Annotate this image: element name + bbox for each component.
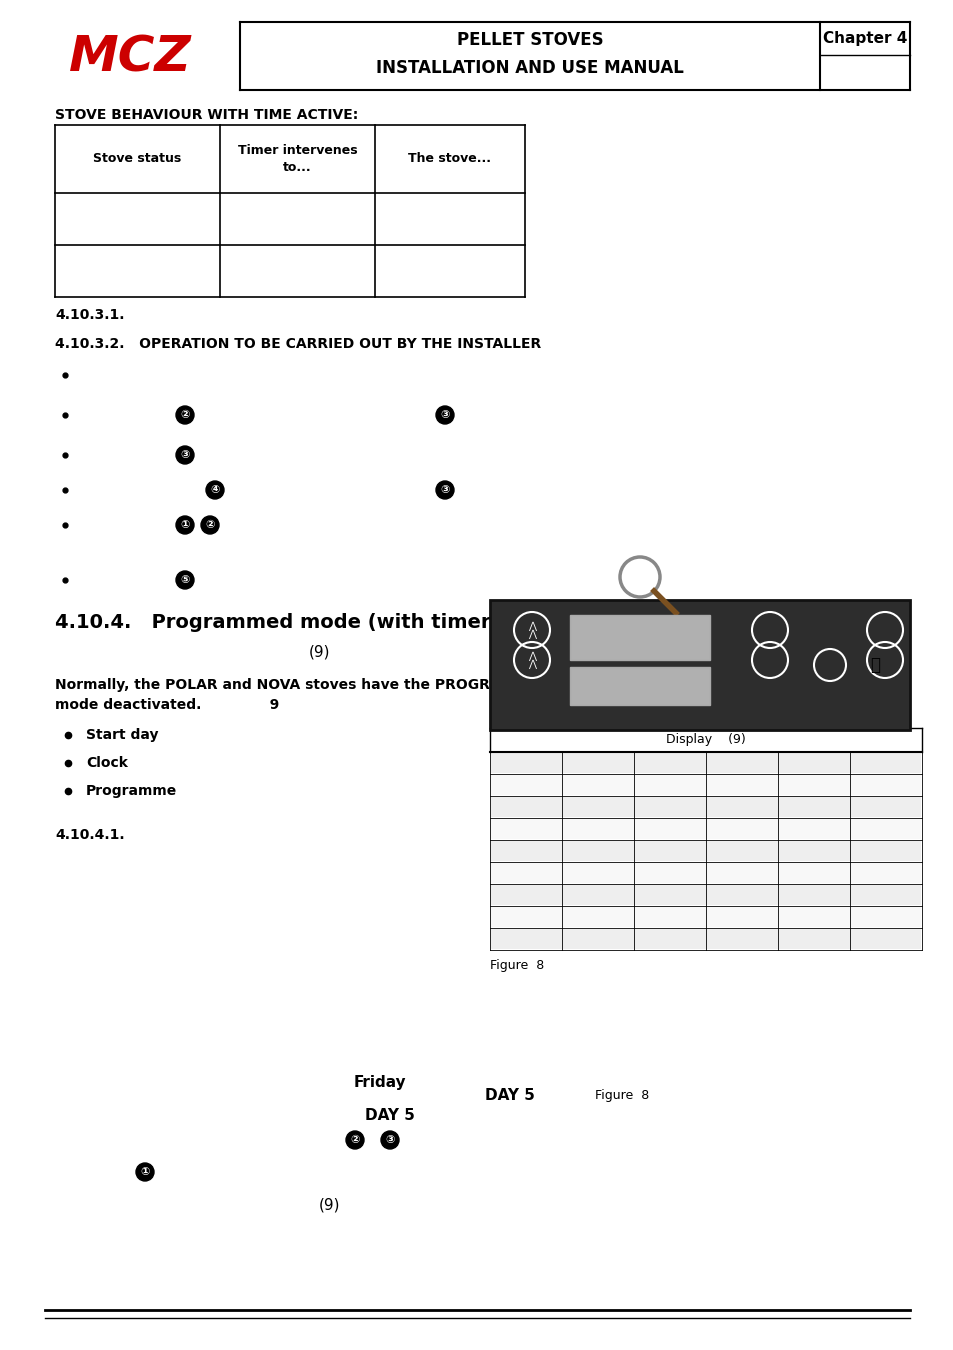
- Circle shape: [436, 406, 454, 424]
- Bar: [569, 667, 709, 705]
- Text: (9): (9): [309, 644, 331, 660]
- Text: (9): (9): [319, 1197, 340, 1212]
- Text: 4.10.3.2.   OPERATION TO BE CARRIED OUT BY THE INSTALLER: 4.10.3.2. OPERATION TO BE CARRIED OUT BY…: [55, 338, 540, 351]
- Text: ③: ③: [440, 485, 449, 495]
- Text: ③: ③: [385, 1135, 395, 1145]
- Bar: [491, 753, 920, 774]
- Text: Timer intervenes
to...: Timer intervenes to...: [237, 144, 357, 174]
- Text: 4.10.4.1.: 4.10.4.1.: [55, 828, 125, 842]
- Text: INSTALLATION AND USE MANUAL: INSTALLATION AND USE MANUAL: [375, 59, 683, 77]
- Text: ③: ③: [180, 450, 190, 460]
- Circle shape: [201, 516, 219, 535]
- Bar: [491, 886, 920, 904]
- Text: Clock: Clock: [86, 756, 128, 770]
- Circle shape: [175, 571, 193, 589]
- Text: ②: ②: [205, 520, 214, 531]
- Text: Stove status: Stove status: [93, 153, 181, 166]
- Bar: [490, 599, 909, 730]
- Text: Normally, the POLAR and NOVA stoves have the PROGRAMMED: Normally, the POLAR and NOVA stoves have…: [55, 678, 549, 693]
- Text: ②: ②: [180, 410, 190, 420]
- Text: DAY 5: DAY 5: [484, 1088, 535, 1103]
- Circle shape: [175, 406, 193, 424]
- Text: ②: ②: [350, 1135, 359, 1145]
- Bar: [491, 863, 920, 883]
- Text: The stove...: The stove...: [408, 153, 491, 166]
- Circle shape: [175, 516, 193, 535]
- Text: ⋀
⋀: ⋀ ⋀: [527, 651, 536, 668]
- Text: PELLET STOVES: PELLET STOVES: [456, 31, 602, 49]
- Bar: [491, 907, 920, 927]
- Text: MCZ: MCZ: [69, 34, 192, 82]
- Bar: [491, 819, 920, 838]
- Bar: [491, 775, 920, 795]
- Text: STOVE BEHAVIOUR WITH TIME ACTIVE:: STOVE BEHAVIOUR WITH TIME ACTIVE:: [55, 108, 358, 122]
- Text: ⋀
⋀: ⋀ ⋀: [527, 621, 536, 639]
- Bar: [491, 841, 920, 861]
- Circle shape: [436, 481, 454, 500]
- Circle shape: [175, 446, 193, 464]
- Text: 4.10.4.   Programmed mode (with timer): 4.10.4. Programmed mode (with timer): [55, 613, 498, 632]
- Text: ③: ③: [440, 410, 449, 420]
- Text: Display    (9): Display (9): [665, 733, 745, 747]
- Text: Start day: Start day: [86, 728, 158, 743]
- Text: ⑤: ⑤: [180, 575, 190, 585]
- Bar: [569, 616, 709, 660]
- Text: Friday: Friday: [354, 1075, 406, 1089]
- Text: Figure  8: Figure 8: [595, 1088, 649, 1102]
- Text: ④: ④: [210, 485, 219, 495]
- Bar: [491, 929, 920, 949]
- Text: mode deactivated.              9: mode deactivated. 9: [55, 698, 279, 711]
- Circle shape: [136, 1162, 153, 1181]
- Text: Chapter 4: Chapter 4: [821, 31, 906, 46]
- Text: ①: ①: [140, 1166, 150, 1177]
- Text: ①: ①: [180, 520, 190, 531]
- Text: Figure  8: Figure 8: [490, 960, 543, 972]
- Text: 🔥: 🔥: [869, 656, 879, 674]
- Circle shape: [346, 1131, 364, 1149]
- Bar: [491, 796, 920, 817]
- Text: DAY 5: DAY 5: [365, 1107, 415, 1122]
- Circle shape: [206, 481, 224, 500]
- Text: 4.10.3.1.: 4.10.3.1.: [55, 308, 125, 323]
- Text: Programme: Programme: [86, 784, 177, 798]
- Circle shape: [380, 1131, 398, 1149]
